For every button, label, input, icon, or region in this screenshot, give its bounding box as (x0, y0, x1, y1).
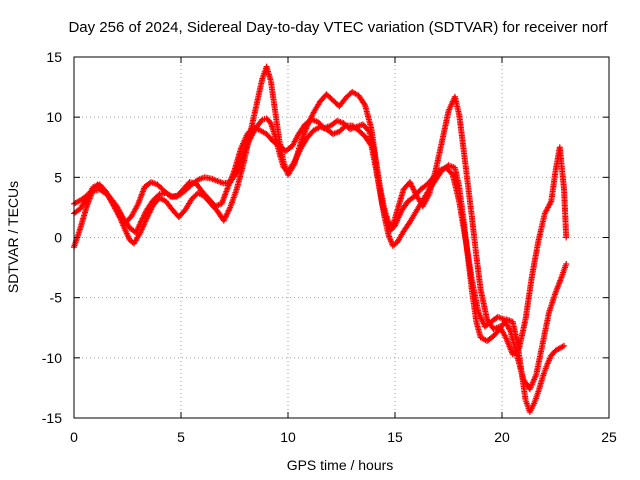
x-axis-label: GPS time / hours (287, 457, 394, 473)
y-tick-label: -10 (42, 350, 62, 366)
x-tick-label: 20 (494, 429, 510, 445)
data-point (563, 260, 570, 267)
x-tick-label: 25 (601, 429, 617, 445)
x-tick-label: 10 (280, 429, 296, 445)
data-points (71, 63, 570, 415)
data-point (561, 342, 568, 349)
data-series (71, 116, 570, 393)
grid-lines (74, 57, 609, 418)
x-tick-label: 0 (70, 429, 78, 445)
data-point (563, 234, 570, 241)
data-series (71, 115, 568, 415)
y-tick-label: -5 (50, 290, 63, 306)
data-series (71, 63, 570, 358)
x-tick-label: 5 (177, 429, 185, 445)
x-tick-label: 15 (387, 429, 403, 445)
y-tick-label: 0 (54, 230, 62, 246)
data-point (185, 180, 192, 187)
y-axis-label: SDTVAR / TECUs (5, 181, 21, 293)
y-tick-label: -15 (42, 410, 62, 426)
chart-title: Day 256 of 2024, Sidereal Day-to-day VTE… (68, 19, 608, 36)
y-tick-label: 10 (46, 109, 62, 125)
data-point (361, 100, 368, 107)
axis-ticks: 0 5 10 15 20 25 -15 -10 -5 0 5 10 15 (42, 49, 617, 445)
y-tick-label: 5 (54, 169, 62, 185)
y-tick-label: 15 (46, 49, 62, 65)
data-point (166, 192, 173, 199)
